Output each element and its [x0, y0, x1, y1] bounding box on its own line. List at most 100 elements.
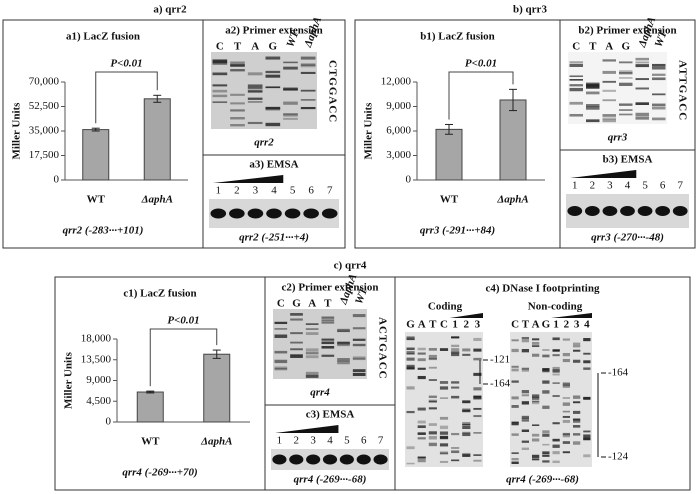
gel-band [321, 318, 335, 321]
gel-band [511, 380, 519, 383]
gel-band [230, 93, 245, 96]
gel-band [473, 432, 482, 434]
gel-band [542, 380, 550, 384]
lane-number: 4 [327, 435, 333, 447]
gel-band [602, 99, 616, 102]
gel-band [652, 117, 666, 121]
x-tick-label: ΔaphA [496, 194, 528, 206]
gel-band [337, 330, 350, 333]
gel-band [417, 420, 426, 424]
significance-label: P<0.01 [167, 315, 199, 327]
gel-band [321, 341, 335, 345]
lane-label: A [532, 319, 540, 331]
y-tick-label: 17,500 [29, 149, 60, 161]
gel-band [619, 70, 633, 73]
panel-title: c4) DNase I footprinting [486, 283, 600, 295]
gel-band [562, 352, 570, 357]
gel-band [542, 433, 550, 437]
gel-band [406, 357, 415, 361]
gel-band [473, 397, 482, 401]
gel-band [212, 89, 228, 93]
gel-band [619, 61, 633, 64]
gel-band [406, 462, 415, 465]
gel-band [284, 208, 301, 219]
panel-title: b2) Primer extension [578, 25, 676, 37]
gel-band [573, 420, 581, 423]
gel-band [569, 113, 583, 117]
gel-band [352, 327, 366, 330]
gel-band [511, 396, 519, 400]
lane-label: 1 [452, 319, 458, 331]
gel-band [428, 379, 437, 381]
gel-band [462, 348, 471, 352]
gel-band [521, 339, 529, 343]
gel-band [229, 208, 245, 219]
gel-band [321, 316, 335, 319]
lane-label: G [542, 319, 551, 331]
lane-label: WT [653, 28, 670, 49]
gel-band [532, 433, 540, 437]
gel-image [510, 332, 592, 467]
gel-band [352, 369, 366, 373]
panel-title: c2) Primer extension [282, 282, 379, 294]
y-tick-label: 13,500 [81, 353, 112, 365]
bar [82, 129, 110, 181]
gel-band [230, 117, 245, 120]
gel-band [562, 451, 570, 454]
gel-band [247, 208, 264, 219]
gel-band [532, 345, 540, 347]
position-marker: -124 [608, 451, 629, 463]
gel-band [511, 405, 519, 408]
gel-band [562, 397, 570, 399]
gel-band [321, 321, 335, 324]
gel-band [451, 351, 460, 354]
bar [203, 353, 231, 423]
gel-band [672, 206, 688, 216]
gel-band [451, 395, 460, 399]
gel-caption: qrr3 (-270···-48) [591, 232, 664, 244]
gel-band [562, 441, 570, 444]
gel-band [274, 359, 288, 364]
gel-band [247, 101, 263, 103]
gel-band [552, 373, 560, 376]
gel-band [573, 418, 581, 421]
gel-band [352, 338, 366, 341]
gel-band [283, 66, 298, 70]
gel-band [439, 451, 449, 455]
gel-band [339, 454, 354, 465]
gel-band [462, 421, 471, 426]
gel-band [417, 358, 426, 362]
lane-number: 5 [642, 180, 648, 192]
gel-band [428, 399, 437, 403]
gel-band [542, 451, 550, 454]
gel-band [635, 102, 649, 106]
gel-band [532, 338, 540, 341]
gel-band [283, 117, 298, 120]
gel-band [210, 208, 227, 219]
sequence: ATTGACC [676, 60, 688, 121]
gel-band [417, 367, 426, 370]
gel-band [352, 356, 366, 360]
gel-band [542, 405, 550, 409]
lane-label: A [418, 319, 426, 331]
gel-band [511, 433, 519, 436]
gel-band [521, 440, 529, 443]
bar [136, 391, 164, 423]
significance-bracket [95, 71, 158, 124]
x-tick-label: ΔaphA [200, 436, 232, 448]
y-tick-label: 4,500 [86, 395, 111, 407]
gel-band [473, 348, 482, 352]
gel-band [583, 434, 591, 438]
gel-band [552, 438, 560, 442]
gel-band [451, 348, 460, 352]
gel-band [562, 382, 570, 386]
concentration-wedge [213, 175, 284, 183]
gel-band [635, 87, 649, 90]
gel-band [274, 351, 288, 354]
gel-band [451, 352, 460, 357]
gel-band [542, 390, 550, 394]
lane-label: 3 [574, 319, 580, 331]
gel-band [583, 352, 591, 355]
gel-band [283, 101, 298, 105]
gel-band [439, 425, 449, 430]
